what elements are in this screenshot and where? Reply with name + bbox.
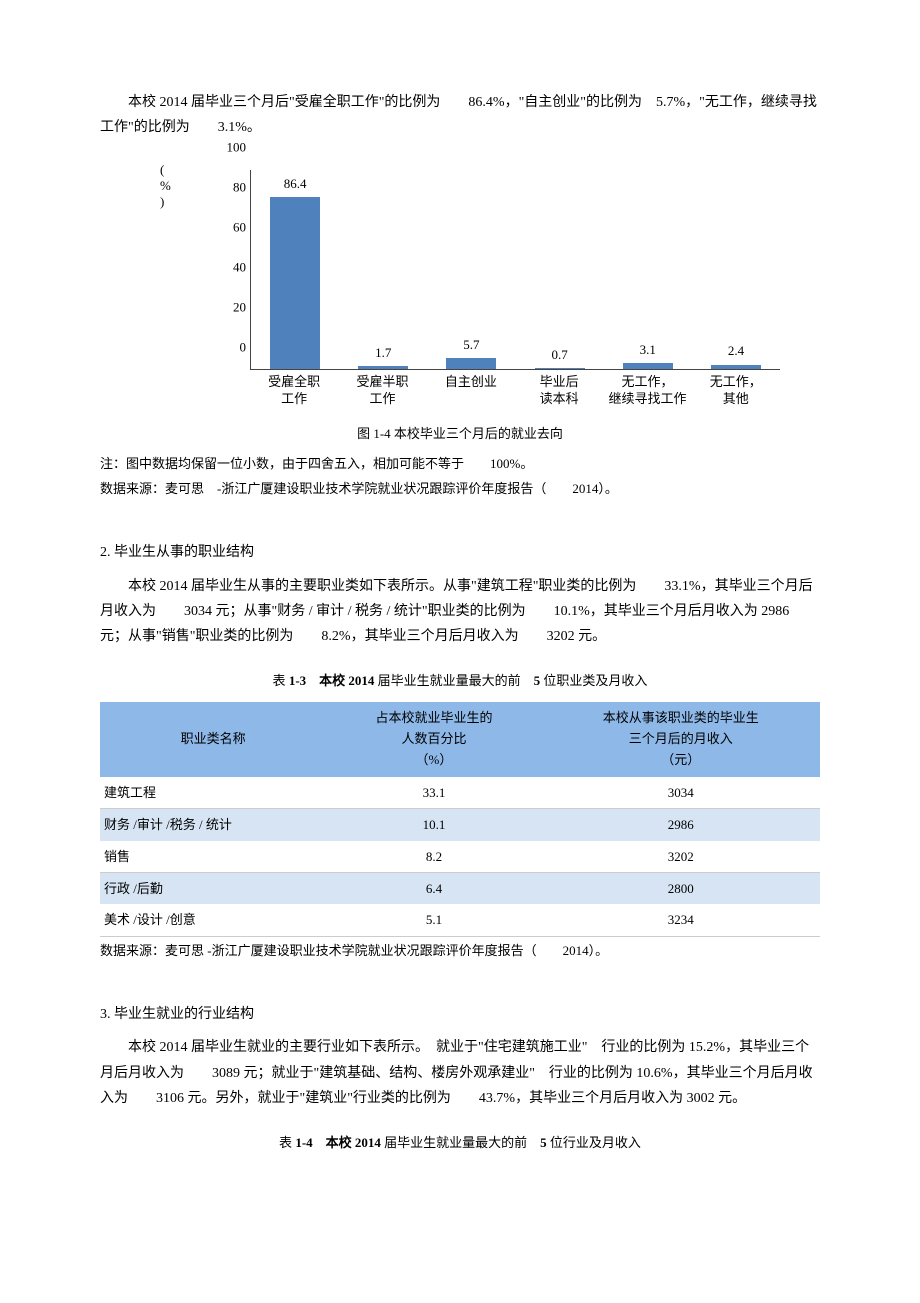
occupation-table: 职业类名称占本校就业毕业生的人数百分比（%）本校从事该职业类的毕业生三个月后的月… [100,702,820,936]
table-header: 职业类名称 [100,702,326,776]
bar [711,365,761,370]
x-label: 受雇全职工作 [250,370,338,408]
table-cell: 财务 /审计 /税务 / 统计 [100,809,326,841]
section-3-heading: 3. 毕业生就业的行业结构 [100,1002,820,1027]
table-cell: 10.1 [326,809,541,841]
bar [623,363,673,369]
bar-value-label: 86.4 [284,172,307,195]
table-cell: 建筑工程 [100,777,326,809]
bar-column: 86.4 [251,170,339,369]
x-label: 毕业后读本科 [515,370,603,408]
bar [535,368,585,369]
y-tick: 100 [227,135,247,158]
table-1-4-title: 表 1-4 本校 2014 届毕业生就业量最大的前 5 位行业及月收入 [100,1131,820,1154]
y-tick: 40 [233,255,246,278]
x-label: 受雇半职工作 [338,370,426,408]
table-cell: 3234 [542,904,820,936]
x-label: 无工作，继续寻找工作 [603,370,691,408]
table-cell: 2800 [542,873,820,905]
chart-note-2: 数据来源：麦可思 -浙江广厦建设职业技术学院就业状况跟踪评价年度报告（ 2014… [100,477,820,500]
table-header: 占本校就业毕业生的人数百分比（%） [326,702,541,776]
bar-column: 1.7 [339,170,427,369]
x-label: 无工作，其他 [692,370,780,408]
table-cell: 8.2 [326,841,541,873]
table-cell: 5.1 [326,904,541,936]
y-tick: 80 [233,175,246,198]
table-cell: 美术 /设计 /创意 [100,904,326,936]
y-tick: 0 [240,335,247,358]
bar-value-label: 3.1 [640,338,656,361]
y-axis-unit: (%) [160,162,171,209]
bar [270,197,320,369]
table-row: 财务 /审计 /税务 / 统计10.12986 [100,809,820,841]
bar-column: 3.1 [604,170,692,369]
table-row: 美术 /设计 /创意5.13234 [100,904,820,936]
table-cell: 33.1 [326,777,541,809]
bar-column: 5.7 [427,170,515,369]
table-row: 行政 /后勤6.42800 [100,873,820,905]
chart-plot: 86.4 1.7 5.7 0.7 3.1 2.4 [250,170,780,370]
section-3-paragraph: 本校 2014 届毕业生就业的主要行业如下表所示。 就业于"住宅建筑施工业" 行… [100,1035,820,1111]
table-cell: 3034 [542,777,820,809]
y-axis: 020406080100 [210,170,250,370]
bar-value-label: 5.7 [463,333,479,356]
chart-caption: 图 1-4 本校毕业三个月后的就业去向 [100,422,820,445]
bar-value-label: 2.4 [728,339,744,362]
chart-note-1: 注：图中数据均保留一位小数，由于四舍五入，相加可能不等于 100%。 [100,452,820,475]
table-1-3-title: 表 1-3 本校 2014 届毕业生就业量最大的前 5 位职业类及月收入 [100,669,820,692]
table-cell: 3202 [542,841,820,873]
section-2-heading: 2. 毕业生从事的职业结构 [100,540,820,565]
intro-paragraph: 本校 2014 届毕业三个月后"受雇全职工作"的比例为 86.4%，"自主创业"… [100,90,820,140]
table-cell: 2986 [542,809,820,841]
table-1-3-source: 数据来源：麦可思 -浙江广厦建设职业技术学院就业状况跟踪评价年度报告（ 2014… [100,939,820,962]
table-cell: 6.4 [326,873,541,905]
bar-value-label: 1.7 [375,341,391,364]
y-tick: 60 [233,215,246,238]
bar-column: 2.4 [692,170,780,369]
y-tick: 20 [233,295,246,318]
section-2-paragraph: 本校 2014 届毕业生从事的主要职业类如下表所示。从事"建筑工程"职业类的比例… [100,574,820,650]
table-cell: 销售 [100,841,326,873]
x-label: 自主创业 [427,370,515,408]
bar-column: 0.7 [516,170,604,369]
table-row: 建筑工程33.13034 [100,777,820,809]
table-header: 本校从事该职业类的毕业生三个月后的月收入（元） [542,702,820,776]
table-cell: 行政 /后勤 [100,873,326,905]
x-axis-labels: 受雇全职工作受雇半职工作自主创业毕业后读本科无工作，继续寻找工作无工作，其他 [250,370,780,408]
bar [358,366,408,369]
bar [446,358,496,369]
employment-chart: (%) 020406080100 86.41.75.70.73.12.4 受雇全… [160,170,780,408]
bar-value-label: 0.7 [551,343,567,366]
table-row: 销售8.23202 [100,841,820,873]
